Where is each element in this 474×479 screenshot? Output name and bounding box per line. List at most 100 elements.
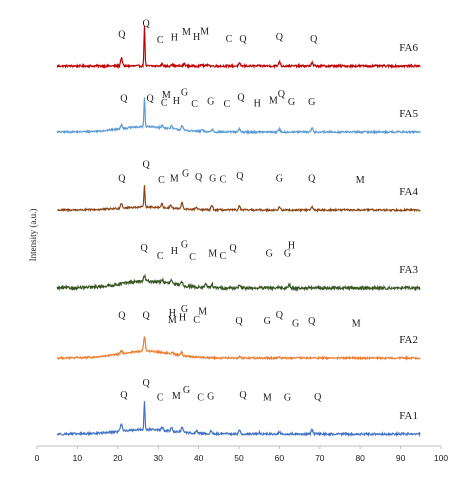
peak-label: G — [181, 239, 188, 250]
x-tick-label: 50 — [234, 453, 244, 463]
peak-label: C — [224, 99, 231, 110]
peak-label: M — [162, 90, 171, 101]
series-line-fa6 — [56, 26, 421, 70]
x-tick-label: 40 — [194, 453, 204, 463]
peak-label: Q — [118, 29, 126, 40]
peak-label: G — [181, 88, 188, 99]
sample-label: FA5 — [399, 108, 418, 120]
peak-label: C — [197, 393, 204, 404]
peak-label: H — [169, 308, 176, 319]
peak-label: Q — [147, 94, 155, 105]
peak-label: H — [193, 32, 200, 43]
peak-label: Q — [236, 171, 244, 182]
peak-label: C — [157, 251, 164, 262]
x-tick-label: 10 — [73, 453, 83, 463]
peak-label: C — [226, 34, 233, 45]
peak-label: Q — [142, 19, 150, 30]
y-axis-title: Intensity (a.u.) — [28, 209, 38, 262]
peak-label: Q — [308, 316, 316, 327]
series-line-fa2 — [56, 336, 421, 361]
peak-label: Q — [314, 392, 322, 403]
peak-label: C — [220, 175, 227, 186]
peak-label: C — [193, 315, 200, 326]
peak-label: C — [158, 175, 165, 186]
peak-label: Q — [237, 92, 245, 103]
peak-label: Q — [235, 316, 243, 327]
peak-label: Q — [142, 311, 150, 322]
peak-label: G — [284, 393, 291, 404]
peak-label: G — [276, 173, 283, 184]
x-tick-label: 100 — [434, 453, 448, 463]
sample-label: FA1 — [399, 410, 418, 422]
x-tick-label: 70 — [315, 453, 325, 463]
peak-label: Q — [118, 311, 126, 322]
peak-label: G — [266, 248, 273, 259]
peak-label: H — [171, 246, 178, 257]
x-tick-label: 90 — [396, 453, 406, 463]
peak-label: G — [308, 97, 315, 108]
peak-label: C — [161, 98, 168, 109]
peak-label: G — [183, 385, 190, 396]
peak-label: Q — [142, 378, 150, 389]
peak-label: M — [182, 27, 191, 38]
peak-label: M — [172, 391, 181, 402]
series-line-fa5 — [56, 97, 421, 135]
series-line-fa3 — [56, 273, 421, 292]
peak-label: G — [288, 97, 295, 108]
peak-label: M — [263, 393, 272, 404]
peak-label: H — [288, 241, 295, 252]
peak-label: Q — [276, 310, 284, 321]
series-line-fa1 — [56, 401, 421, 438]
peak-label: M — [170, 173, 179, 184]
x-tick-label: 0 — [35, 453, 40, 463]
peak-label: M — [208, 248, 217, 259]
peak-label: H — [171, 32, 178, 43]
peak-label: C — [191, 99, 198, 110]
peak-label: Q — [140, 243, 148, 254]
x-tick-label: 60 — [275, 453, 285, 463]
peak-label: G — [181, 304, 188, 315]
peak-label: G — [182, 169, 189, 180]
peak-label: M — [356, 175, 365, 186]
x-tick-label: 80 — [355, 453, 365, 463]
peak-label: M — [198, 306, 207, 317]
peak-label: Q — [195, 172, 203, 183]
peak-label: G — [207, 391, 214, 402]
peak-label: Q — [276, 32, 284, 43]
series-line-fa4 — [57, 185, 421, 213]
peak-label: M — [168, 315, 177, 326]
peak-label: C — [157, 35, 164, 46]
peak-label: G — [207, 97, 214, 108]
peak-label: Q — [239, 34, 247, 45]
peak-label: M — [200, 26, 209, 37]
peak-label: H — [179, 312, 186, 323]
peak-label: Q — [308, 173, 316, 184]
peak-label: H — [254, 98, 261, 109]
peak-label: C — [157, 393, 164, 404]
sample-label: FA4 — [399, 186, 418, 198]
peak-label: G — [264, 316, 271, 327]
peak-label: Q — [118, 173, 126, 184]
peak-label: G — [284, 248, 291, 259]
peak-label: M — [269, 95, 278, 106]
sample-label: FA6 — [399, 42, 418, 54]
peak-label: C — [189, 252, 196, 263]
x-tick-label: 20 — [113, 453, 123, 463]
peak-label: Q — [239, 390, 247, 401]
peak-label: Q — [142, 160, 150, 171]
peak-label: M — [352, 318, 361, 329]
peak-label: Q — [278, 89, 286, 100]
peak-label: Q — [120, 94, 128, 105]
peak-label: G — [292, 318, 299, 329]
peak-label: Q — [229, 243, 237, 254]
peak-label: H — [173, 96, 180, 107]
x-axis: 0 10 20 30 40 50 60 70 80 90 100 — [35, 445, 448, 463]
